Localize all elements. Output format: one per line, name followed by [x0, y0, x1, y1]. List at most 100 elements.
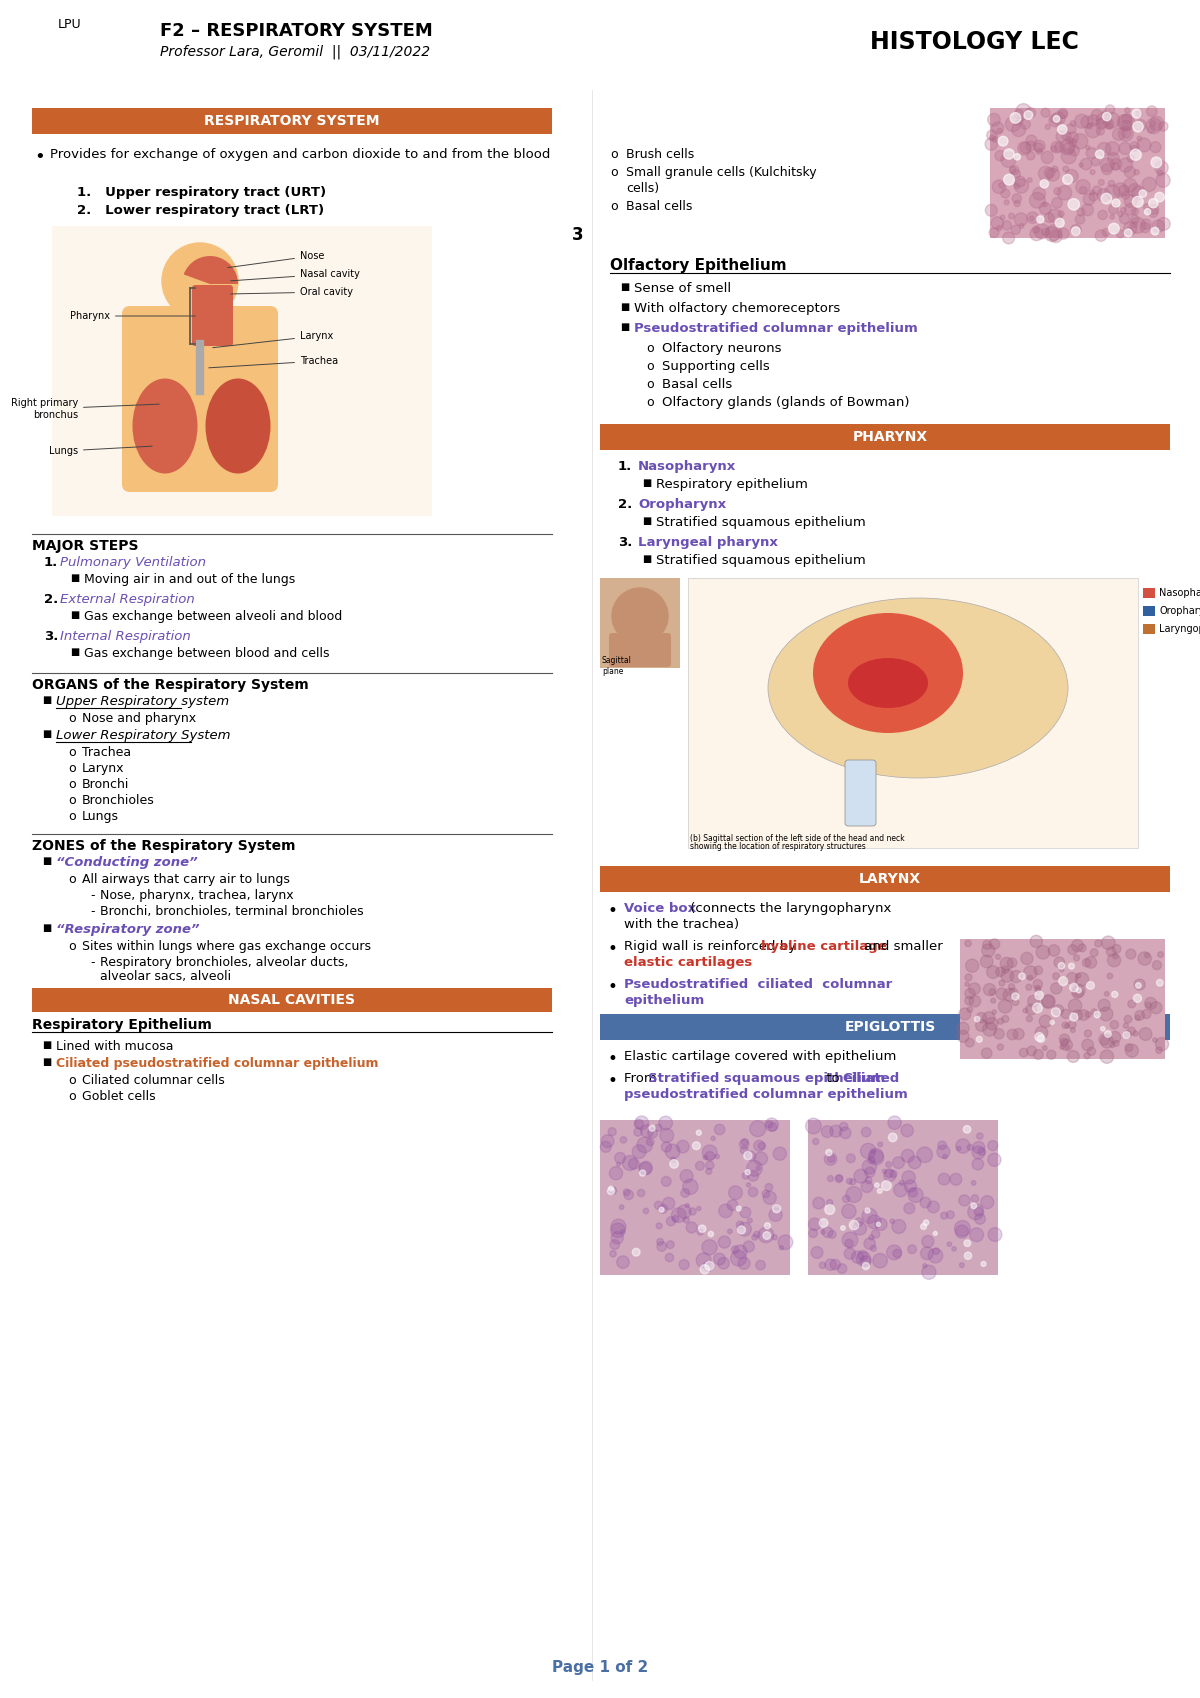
Circle shape	[1098, 119, 1104, 124]
Circle shape	[966, 959, 979, 973]
Circle shape	[1134, 170, 1139, 175]
Circle shape	[1135, 119, 1146, 131]
Circle shape	[624, 1190, 634, 1199]
Circle shape	[972, 1146, 985, 1160]
Text: Stratified squamous epithelium: Stratified squamous epithelium	[656, 554, 865, 567]
Circle shape	[755, 1151, 768, 1165]
Circle shape	[698, 1226, 706, 1233]
Circle shape	[1054, 115, 1060, 122]
Circle shape	[1014, 200, 1020, 207]
Circle shape	[1002, 966, 1009, 973]
Circle shape	[923, 1263, 926, 1268]
Circle shape	[893, 1156, 905, 1168]
Circle shape	[1080, 158, 1092, 170]
Circle shape	[614, 1153, 625, 1163]
Circle shape	[860, 1143, 876, 1158]
Circle shape	[656, 1223, 662, 1229]
Text: With olfactory chemoreceptors: With olfactory chemoreceptors	[634, 302, 840, 316]
Circle shape	[1124, 1015, 1132, 1024]
Circle shape	[1048, 209, 1062, 222]
Circle shape	[809, 1217, 821, 1231]
Circle shape	[1051, 166, 1058, 171]
Circle shape	[845, 1240, 853, 1248]
Circle shape	[766, 1117, 779, 1131]
Circle shape	[1129, 217, 1146, 233]
Circle shape	[1109, 205, 1118, 214]
Circle shape	[1040, 109, 1050, 117]
Circle shape	[634, 1127, 642, 1136]
Circle shape	[1014, 153, 1020, 160]
Circle shape	[937, 1144, 950, 1158]
Circle shape	[659, 1116, 672, 1129]
Circle shape	[1148, 207, 1158, 217]
Circle shape	[1045, 124, 1050, 129]
Circle shape	[1008, 214, 1014, 219]
Circle shape	[820, 1262, 826, 1268]
Circle shape	[1015, 121, 1019, 126]
Circle shape	[728, 1185, 743, 1199]
Circle shape	[982, 1262, 986, 1267]
Text: -: -	[90, 890, 95, 902]
Text: (connects the laryngopharynx: (connects the laryngopharynx	[686, 902, 892, 915]
Circle shape	[842, 1195, 850, 1202]
Text: Stratified squamous epithelium: Stratified squamous epithelium	[656, 516, 865, 530]
Circle shape	[1024, 110, 1033, 119]
FancyBboxPatch shape	[600, 577, 680, 667]
Circle shape	[719, 1236, 731, 1248]
Text: 2.   Lower respiratory tract (LRT): 2. Lower respiratory tract (LRT)	[77, 204, 324, 217]
Circle shape	[1157, 980, 1163, 987]
Text: 3: 3	[572, 226, 583, 245]
Circle shape	[1030, 192, 1045, 209]
Circle shape	[983, 941, 991, 949]
Circle shape	[989, 228, 998, 238]
Text: Sites within lungs where gas exchange occurs: Sites within lungs where gas exchange oc…	[82, 941, 371, 953]
Circle shape	[908, 1189, 918, 1197]
Circle shape	[1044, 168, 1055, 178]
Circle shape	[719, 1204, 732, 1217]
Circle shape	[697, 1229, 703, 1234]
Circle shape	[779, 1246, 784, 1250]
Text: to: to	[822, 1071, 845, 1085]
Circle shape	[1068, 963, 1074, 970]
Circle shape	[1050, 229, 1062, 243]
Circle shape	[990, 136, 995, 141]
Circle shape	[888, 1133, 898, 1141]
Circle shape	[1043, 202, 1048, 207]
Circle shape	[1068, 199, 1080, 211]
Circle shape	[656, 1241, 666, 1251]
Circle shape	[1156, 1037, 1169, 1051]
Circle shape	[1057, 185, 1072, 200]
Circle shape	[1073, 1010, 1082, 1020]
Circle shape	[871, 1229, 880, 1238]
Circle shape	[1069, 983, 1078, 992]
Text: MAJOR STEPS: MAJOR STEPS	[32, 538, 138, 554]
Circle shape	[739, 1139, 749, 1150]
Circle shape	[1039, 202, 1051, 214]
Text: Trachea: Trachea	[82, 745, 131, 759]
Circle shape	[1114, 1041, 1120, 1046]
Circle shape	[740, 1207, 751, 1217]
Circle shape	[811, 1246, 823, 1258]
Circle shape	[608, 1187, 613, 1190]
Circle shape	[1027, 1046, 1037, 1056]
Circle shape	[812, 1138, 818, 1144]
Circle shape	[920, 1197, 931, 1207]
Circle shape	[1104, 992, 1109, 997]
Text: From: From	[624, 1071, 661, 1085]
Circle shape	[1090, 190, 1094, 195]
Circle shape	[1037, 1034, 1045, 1043]
Circle shape	[637, 1138, 653, 1153]
Circle shape	[702, 1240, 718, 1255]
Circle shape	[904, 1202, 914, 1214]
Circle shape	[712, 1136, 715, 1141]
Circle shape	[1128, 1000, 1135, 1009]
Text: ■: ■	[620, 282, 629, 292]
Text: Provides for exchange of oxygen and carbon dioxide to and from the blood: Provides for exchange of oxygen and carb…	[50, 148, 551, 161]
Circle shape	[1014, 212, 1027, 226]
Circle shape	[887, 1245, 901, 1260]
Circle shape	[1099, 1034, 1110, 1044]
Text: All airways that carry air to lungs: All airways that carry air to lungs	[82, 873, 290, 886]
Circle shape	[1042, 228, 1049, 236]
Circle shape	[907, 1245, 917, 1253]
Text: External Respiration: External Respiration	[60, 593, 194, 606]
